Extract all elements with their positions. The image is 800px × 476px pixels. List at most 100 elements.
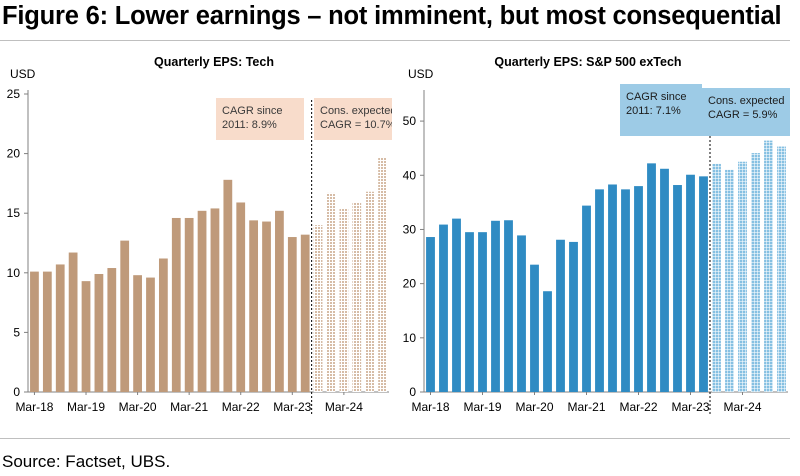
y-axis-unit-label: USD bbox=[408, 67, 434, 81]
annotation-box bbox=[702, 88, 790, 136]
x-tick-label: Mar-20 bbox=[515, 400, 553, 414]
x-tick-label: Mar-22 bbox=[222, 400, 260, 414]
bar-actual bbox=[158, 258, 168, 392]
x-tick-label: Mar-21 bbox=[567, 400, 605, 414]
bar-actual bbox=[68, 252, 78, 392]
chart-extech-eps: Quarterly EPS: S&P 500 exTech USD 0 10 20 30 4… bbox=[403, 55, 790, 414]
figure-title: Figure 6: Lower earnings – not imminent,… bbox=[2, 2, 782, 30]
bar-forecast bbox=[712, 163, 721, 392]
y-tick-label: 10 bbox=[7, 266, 21, 280]
bar-forecast bbox=[751, 153, 760, 392]
bar-actual bbox=[197, 210, 207, 392]
bar-actual bbox=[262, 221, 271, 392]
bar-actual bbox=[171, 217, 181, 392]
x-tick-label: Mar-23 bbox=[671, 400, 709, 414]
chart-tech-eps: Quarterly EPS: Tech USD 0 5 10 15 20 25 Mar-18 Ma… bbox=[7, 55, 392, 414]
bar-actual bbox=[120, 240, 130, 392]
bar-actual bbox=[647, 163, 656, 392]
y-axis-unit-label: USD bbox=[10, 67, 36, 81]
bar-actual bbox=[491, 220, 500, 392]
bar-actual bbox=[660, 168, 669, 392]
x-tick-label: Mar-18 bbox=[15, 400, 53, 414]
bar-actual bbox=[608, 184, 617, 392]
bar-actual bbox=[504, 220, 513, 392]
annotation-box bbox=[314, 98, 392, 140]
bar-actual bbox=[634, 186, 643, 392]
annotation-text: CAGR = 5.9% bbox=[708, 109, 778, 121]
y-tick-label: 15 bbox=[7, 206, 21, 220]
bar-actual bbox=[55, 264, 65, 392]
bar-actual bbox=[517, 235, 526, 392]
bar-actual bbox=[621, 189, 630, 392]
bar-actual bbox=[478, 232, 487, 392]
bar-forecast bbox=[365, 191, 375, 392]
y-tick-label: 25 bbox=[7, 87, 21, 101]
bar-actual bbox=[595, 189, 604, 392]
y-tick-label: 5 bbox=[13, 325, 20, 339]
bar-actual bbox=[439, 224, 448, 392]
x-tick-label: Mar-19 bbox=[67, 400, 105, 414]
x-tick-label: Mar-18 bbox=[411, 400, 449, 414]
y-tick-label: 20 bbox=[7, 147, 21, 161]
annotation-text: CAGR since bbox=[222, 105, 283, 117]
bar-actual bbox=[426, 237, 435, 392]
x-tick-label: Mar-22 bbox=[619, 400, 657, 414]
x-tick-label: Mar-24 bbox=[723, 400, 761, 414]
bar-actual bbox=[556, 239, 565, 392]
x-tick-label: Mar-19 bbox=[463, 400, 501, 414]
y-tick-label: 10 bbox=[403, 331, 417, 345]
bar-actual bbox=[582, 205, 591, 392]
y-tick-label: 30 bbox=[403, 222, 417, 236]
annotation-text: CAGR = 10.7% bbox=[320, 119, 392, 131]
bar-forecast bbox=[738, 161, 747, 392]
bar-forecast bbox=[378, 157, 387, 392]
annotation-text: 2011: 7.1% bbox=[626, 105, 681, 117]
bar-actual bbox=[686, 174, 695, 392]
y-tick-label: 0 bbox=[409, 385, 416, 399]
bar-actual bbox=[210, 208, 220, 392]
x-tick-label: Mar-24 bbox=[325, 400, 363, 414]
bar-actual bbox=[543, 291, 552, 392]
x-tick-label: Mar-20 bbox=[119, 400, 157, 414]
x-tick-label: Mar-21 bbox=[170, 400, 208, 414]
bar-forecast bbox=[777, 146, 786, 392]
bar-actual bbox=[300, 234, 310, 392]
annotation-box bbox=[216, 98, 304, 140]
x-tick-label: Mar-23 bbox=[273, 400, 311, 414]
y-tick-label: 20 bbox=[403, 277, 417, 291]
bar-actual bbox=[223, 179, 233, 392]
bar-actual bbox=[465, 232, 474, 392]
y-tick-label: 0 bbox=[13, 385, 20, 399]
bar-forecast bbox=[326, 192, 336, 392]
bar-actual bbox=[236, 202, 246, 392]
bar-forecast bbox=[764, 140, 773, 392]
annotation-text: CAGR since bbox=[626, 91, 687, 103]
bar-actual bbox=[530, 264, 539, 392]
bar-actual bbox=[30, 271, 39, 392]
chart-title: Quarterly EPS: S&P 500 exTech bbox=[494, 55, 681, 69]
bar-forecast bbox=[725, 169, 734, 392]
bar-actual bbox=[94, 273, 104, 392]
annotation-text: Cons. expected bbox=[320, 105, 392, 117]
bar-actual bbox=[81, 281, 91, 392]
bar-actual bbox=[569, 241, 578, 392]
bottom-rule bbox=[0, 438, 790, 439]
bar-forecast bbox=[339, 208, 349, 392]
y-tick-label: 50 bbox=[403, 114, 417, 128]
bar-actual bbox=[184, 217, 194, 392]
bar-actual bbox=[42, 271, 52, 392]
bar-actual bbox=[287, 237, 297, 392]
annotation-text: 2011: 8.9% bbox=[222, 119, 277, 131]
bar-forecast bbox=[313, 225, 323, 392]
bar-actual bbox=[133, 275, 142, 392]
chart-title: Quarterly EPS: Tech bbox=[154, 55, 274, 69]
bar-actual bbox=[275, 210, 284, 392]
bar-actual bbox=[452, 218, 461, 392]
annotation-text: Cons. expected bbox=[708, 95, 784, 107]
bar-actual bbox=[249, 220, 259, 392]
y-tick-label: 40 bbox=[403, 168, 417, 182]
annotation-box bbox=[620, 84, 702, 136]
bar-actual bbox=[673, 185, 682, 392]
source-note: Source: Factset, UBS. bbox=[2, 452, 171, 471]
bar-actual bbox=[146, 277, 155, 392]
